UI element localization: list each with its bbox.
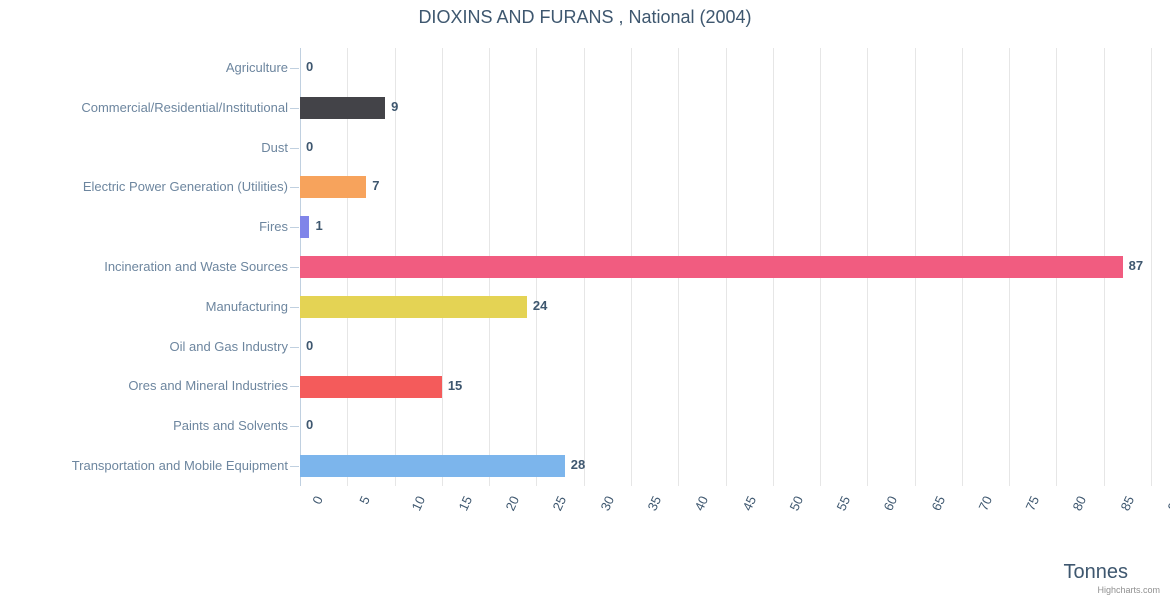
y-axis-category-label: Oil and Gas Industry (169, 338, 289, 354)
bar-row: 87 (300, 247, 1151, 287)
bar-row: 24 (300, 287, 1151, 327)
bar-row: 0 (300, 406, 1151, 446)
y-axis-tick-mark (290, 267, 299, 268)
x-axis-tick-label: 40 (691, 493, 712, 514)
highcharts-credits[interactable]: Highcharts.com (1097, 585, 1160, 595)
y-axis-category-label: Manufacturing (205, 298, 288, 314)
bar-data-label: 0 (306, 337, 314, 353)
x-axis-tick-label: 25 (549, 493, 570, 514)
bar-data-label: 28 (570, 457, 586, 473)
x-axis-tick-label: 0 (309, 493, 326, 507)
y-axis-category-label: Agriculture (225, 59, 288, 75)
x-axis-title: Tonnes (1063, 561, 1129, 583)
y-axis-tick-mark (290, 187, 299, 189)
y-axis-tick-mark (290, 426, 299, 428)
bar[interactable] (300, 256, 1123, 279)
bar-data-label: 1 (315, 218, 323, 234)
chart-title: DIOXINS AND FURANS , National (2004) (418, 7, 752, 27)
bar-data-label: 24 (532, 297, 548, 313)
bar-data-label: 15 (447, 377, 463, 393)
bar-row: 7 (300, 167, 1151, 207)
y-axis-category-label: Ores and Mineral Industries (128, 378, 288, 394)
bar-data-label: 0 (306, 59, 314, 74)
bar-data-label: 9 (391, 98, 399, 114)
x-axis-tick-label: 30 (597, 493, 617, 514)
y-axis-tick-mark (290, 147, 299, 149)
bar-data-label: 0 (306, 417, 314, 433)
bar[interactable] (300, 375, 442, 398)
bar-row: 15 (300, 367, 1151, 407)
y-axis-tick-mark (290, 466, 299, 468)
y-axis-category-label: Transportation and Mobile Equipment (71, 458, 288, 474)
bar[interactable] (300, 96, 386, 119)
x-axis-tick-label: 75 (1022, 493, 1043, 514)
bar-row: 28 (300, 446, 1151, 486)
bar[interactable] (300, 176, 367, 199)
y-axis-tick-mark (290, 306, 299, 308)
y-axis-tick-mark (290, 67, 299, 69)
bar-data-label: 87 (1128, 258, 1144, 274)
x-axis-tick-label: 20 (502, 493, 523, 514)
x-axis-tick-label: 35 (644, 493, 665, 514)
x-axis-tick-label: 60 (880, 493, 901, 514)
bar[interactable] (300, 455, 565, 478)
x-axis-tick-label: 90 (1164, 493, 1170, 514)
x-axis-tick-label: 50 (786, 493, 806, 514)
plot-area: 0 9 0 7 1 87 24 0 15 0 28 (300, 48, 1152, 486)
x-axis-tick-label: 65 (928, 493, 948, 514)
x-axis-tick-label: 5 (356, 493, 374, 507)
x-gridline (1151, 48, 1152, 486)
y-axis-category-label: Fires (259, 219, 288, 235)
bar[interactable] (300, 295, 527, 318)
x-axis-tick-label: 55 (833, 493, 854, 514)
bar-row: 0 (300, 327, 1151, 367)
bar-row: 1 (300, 207, 1151, 247)
y-axis-category-label: Commercial/Residential/Institutional (81, 99, 288, 115)
x-axis-tick-label: 85 (1117, 493, 1137, 514)
y-axis-category-label: Incineration and Waste Sources (104, 259, 288, 274)
y-axis-category-labels: Agriculture Commercial/Residential/Instit… (0, 48, 288, 486)
y-axis-tick-mark (290, 107, 299, 109)
bar-row: 0 (300, 128, 1151, 168)
x-axis-tick-label: 15 (455, 493, 475, 514)
bar-row: 9 (300, 88, 1151, 128)
bar-data-label: 0 (306, 138, 314, 154)
y-axis-category-label: Paints and Solvents (173, 418, 288, 434)
x-axis-tick-label: 80 (1069, 493, 1090, 514)
y-axis-category-label: Dust (261, 139, 288, 155)
bar-data-label: 7 (372, 178, 380, 194)
bar-row: 0 (300, 48, 1151, 88)
y-axis-tick-mark (290, 227, 299, 229)
x-axis-tick-label: 70 (975, 493, 996, 514)
y-axis-tick-mark (290, 346, 299, 348)
x-axis-tick-label: 45 (738, 493, 759, 514)
bar[interactable] (300, 216, 310, 239)
y-axis-tick-mark (290, 386, 299, 388)
x-axis-tick-label: 10 (407, 493, 428, 514)
y-axis-category-label: Electric Power Generation (Utilities) (82, 179, 288, 195)
